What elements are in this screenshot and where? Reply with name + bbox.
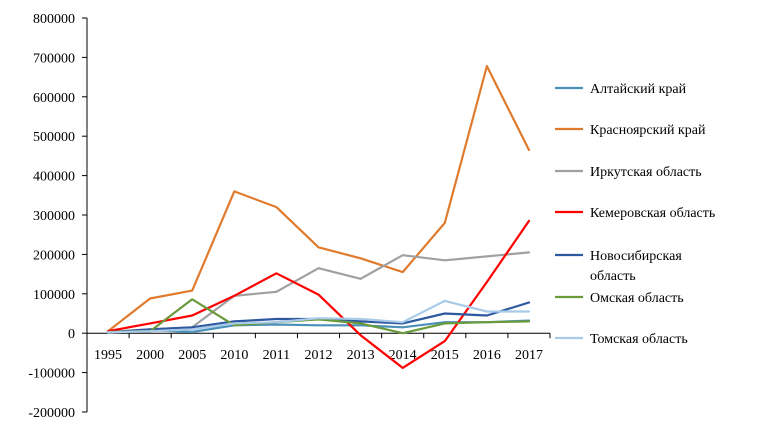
y-tick-label: 0 [68, 327, 75, 342]
y-tick-label: 300000 [33, 209, 75, 224]
x-tick-label: 2005 [178, 348, 206, 363]
y-tick-label: -200000 [28, 406, 75, 421]
x-tick-label: 2014 [389, 348, 417, 363]
legend-label: Омская область [590, 291, 684, 306]
y-tick-label: 400000 [33, 170, 75, 185]
x-tick-label: 2010 [220, 348, 248, 363]
y-tick-label: 600000 [33, 91, 75, 106]
x-tick-labels: 1995 2000 2005 2010 2011 2012 2013 2014 2015 2016… [94, 348, 543, 363]
series-line [106, 219, 531, 369]
legend-label: Томская область [590, 332, 688, 347]
x-tick-label: 1995 [94, 348, 122, 363]
y-tick-label: 200000 [33, 248, 75, 263]
y-tick-label: 500000 [33, 130, 75, 145]
series-lines [106, 64, 531, 369]
series-line [106, 299, 531, 334]
x-tick-label: 2017 [515, 348, 543, 363]
legend: Алтайский край Красноярский край Иркутская… [555, 82, 715, 347]
legend-label: Красноярский край [590, 123, 706, 138]
x-tick-label: 2000 [136, 348, 164, 363]
x-tick-label: 2011 [263, 348, 290, 363]
x-tick-label: 2013 [347, 348, 375, 363]
series-line [106, 298, 531, 335]
legend-label: Иркутская область [590, 165, 702, 180]
x-tick-label: 2015 [431, 348, 459, 363]
y-tick-label: 100000 [33, 288, 75, 303]
y-tick-labels: -200000 -100000 0 100000 200000 300000 400000 5… [28, 12, 75, 421]
y-tick-label: 700000 [33, 51, 75, 66]
legend-label: Алтайский край [590, 82, 687, 97]
legend-label: Кемеровская область [590, 206, 715, 221]
axes [82, 17, 551, 413]
y-tick-label: 800000 [33, 12, 75, 27]
series-line [106, 64, 531, 333]
y-tick-label: -100000 [28, 367, 75, 382]
legend-label: Новосибирская область [590, 249, 682, 284]
x-tick-label: 2012 [305, 348, 333, 363]
x-tick-label: 2016 [473, 348, 501, 363]
